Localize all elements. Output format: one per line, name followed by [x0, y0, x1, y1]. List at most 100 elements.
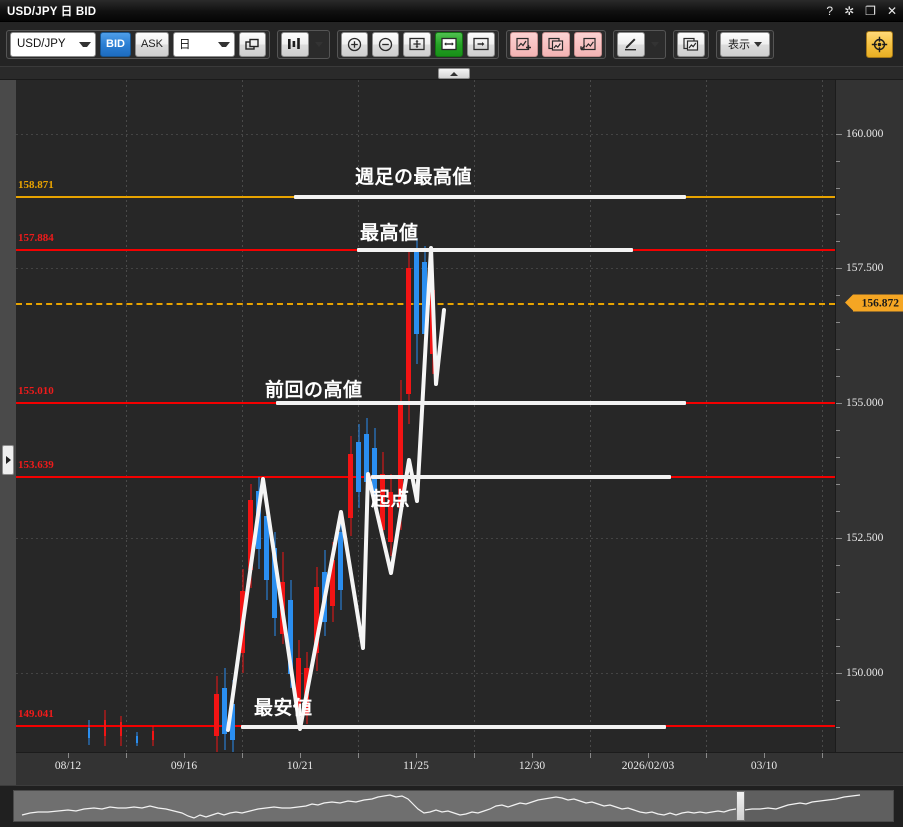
zoom-in-button[interactable]: [340, 31, 368, 57]
chart-navigator[interactable]: [0, 785, 903, 827]
price-line-label-149041: 149.041: [18, 708, 54, 720]
price-axis[interactable]: 160.000 157.500 155.000 152.500 150.000 …: [835, 80, 903, 752]
candle: [272, 532, 277, 636]
current-price-tag: 156.872: [844, 294, 903, 312]
annotation-previous-high: 前回の高値: [265, 380, 363, 401]
symbol-value: USD/JPY: [17, 38, 66, 50]
window-title-bar: USD/JPY 日 BID ? ✲ ❐ ✕: [0, 0, 903, 22]
annotation-high: 最高値: [360, 223, 419, 244]
navigator-right-handle[interactable]: [736, 791, 745, 821]
candle: [348, 436, 353, 536]
candle: [104, 710, 106, 746]
compare-group: [672, 29, 709, 59]
fit-both-icon: [409, 37, 425, 51]
gridline-h: [16, 673, 835, 674]
price-line-label-158871: 158.871: [18, 179, 54, 191]
fit-width-button[interactable]: [434, 31, 463, 57]
compare-button[interactable]: [676, 31, 705, 57]
crosshair-button[interactable]: [866, 31, 893, 58]
price-line-label-157884: 157.884: [18, 232, 54, 244]
chart-toolbar: USD/JPY BID ASK 日: [0, 22, 903, 66]
candle: [280, 552, 285, 644]
symbol-select[interactable]: USD/JPY: [10, 31, 96, 57]
expand-left-panel-button[interactable]: [2, 445, 14, 475]
candle: [264, 504, 269, 600]
move-indicator-icon: [580, 37, 596, 51]
candle: [288, 580, 293, 688]
x-axis-label: 09/16: [170, 760, 198, 772]
navigator-future-region: [745, 791, 893, 821]
ask-button[interactable]: ASK: [134, 31, 169, 57]
window-title: USD/JPY 日 BID: [7, 5, 97, 18]
fit-both-button[interactable]: [402, 31, 431, 57]
close-button[interactable]: ✕: [886, 4, 897, 18]
chevron-down-icon: [217, 41, 230, 47]
candle: [356, 424, 361, 508]
move-indicator-button[interactable]: [573, 31, 602, 57]
panel-splitter[interactable]: [0, 66, 903, 80]
scroll-to-latest-button[interactable]: [466, 31, 495, 57]
window-controls: ? ✲ ❐ ✕: [826, 0, 897, 22]
price-line-label-155010: 155.010: [18, 385, 54, 397]
gridline-v: [822, 80, 823, 752]
highlight-segment-previous-high: [276, 401, 686, 405]
chart-type-group: [276, 29, 330, 59]
price-line-label-153639: 153.639: [18, 459, 54, 471]
candle: [314, 567, 319, 671]
candle: [364, 418, 369, 496]
highlight-segment-weekly-high: [294, 195, 686, 199]
timeframe-value: 日: [178, 39, 191, 51]
chart-plot[interactable]: 158.871 157.884 155.010 153.639 149.041: [16, 80, 903, 785]
candle: [214, 676, 219, 752]
help-button[interactable]: ?: [826, 4, 834, 18]
draw-chevron-down-icon[interactable]: [650, 41, 659, 47]
chart-type-button[interactable]: [280, 31, 309, 57]
display-menu-button[interactable]: 表示: [719, 31, 770, 57]
candle: [120, 716, 122, 746]
y-axis-label: 152.500: [846, 532, 884, 544]
x-axis-label: 11/25: [403, 760, 429, 772]
y-axis-label: 155.000: [846, 397, 884, 409]
link-charts-button[interactable]: [238, 31, 266, 57]
y-axis-label: 160.000: [846, 128, 884, 140]
restore-button[interactable]: ❐: [865, 4, 876, 18]
candle: [422, 246, 427, 358]
chart-canvas[interactable]: 158.871 157.884 155.010 153.639 149.041: [16, 80, 835, 752]
candle: [322, 550, 327, 636]
candle: [152, 726, 154, 746]
settings-button[interactable]: ✲: [844, 4, 855, 18]
symbol-group: USD/JPY BID ASK 日: [6, 29, 270, 59]
time-axis[interactable]: 08/12 09/16 10/21 11/25 12/30 2026/02/03…: [16, 752, 903, 785]
edit-indicator-icon: [548, 37, 564, 51]
gridline-v: [590, 80, 591, 752]
annotation-origin: 起点: [371, 489, 411, 510]
collapse-panel-button[interactable]: [438, 68, 470, 79]
gridline-v: [474, 80, 475, 752]
bid-button[interactable]: BID: [100, 31, 131, 57]
candle: [338, 516, 343, 610]
display-group: 表示: [715, 29, 774, 59]
pencil-draw-icon: [624, 38, 636, 51]
link-charts-icon: [245, 38, 259, 50]
draw-button[interactable]: [616, 31, 645, 57]
zoom-out-button[interactable]: [371, 31, 399, 57]
chart-area: 158.871 157.884 155.010 153.639 149.041: [0, 80, 903, 785]
annotation-low: 最安値: [254, 698, 313, 719]
edit-indicator-button[interactable]: [541, 31, 570, 57]
navigator-selection[interactable]: [14, 791, 736, 821]
timeframe-select[interactable]: 日: [172, 31, 235, 57]
add-indicator-button[interactable]: [509, 31, 538, 57]
navigator-track[interactable]: [13, 790, 894, 822]
candle: [88, 720, 90, 745]
x-axis-label: 10/21: [286, 760, 314, 772]
candle: [330, 542, 335, 622]
y-axis-label: 157.500: [846, 262, 884, 274]
y-axis-label: 150.000: [846, 667, 884, 679]
zoom-group: [336, 29, 499, 59]
chevron-right-icon: [5, 456, 11, 464]
crosshair-target-icon: [871, 36, 888, 53]
chevron-up-icon: [450, 71, 458, 76]
x-axis-label: 2026/02/03: [621, 760, 675, 772]
highlight-segment-origin: [371, 475, 671, 479]
chart-type-chevron-down-icon[interactable]: [314, 41, 323, 47]
